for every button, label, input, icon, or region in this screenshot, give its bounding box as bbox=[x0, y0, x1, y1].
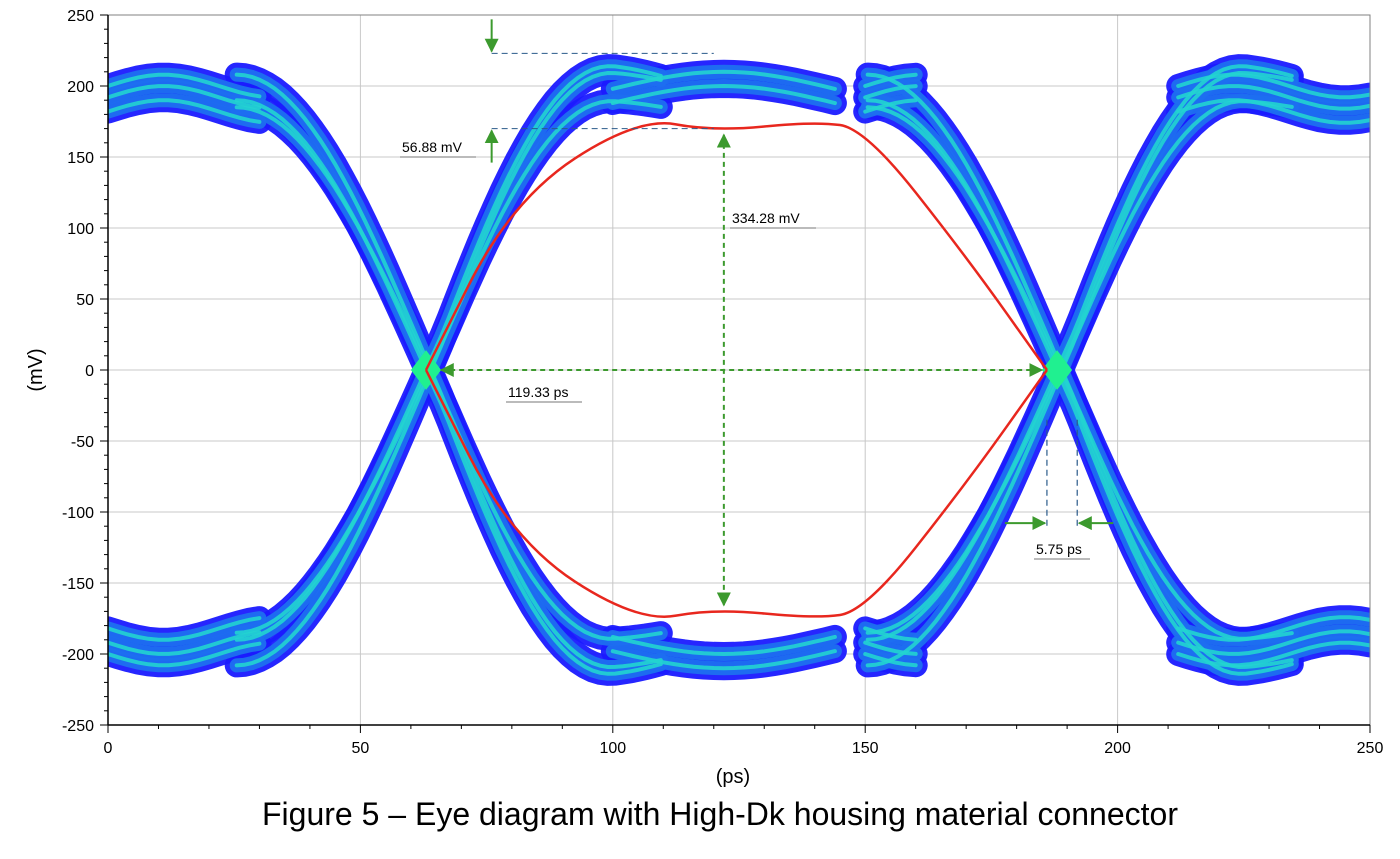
eye-mask-contour bbox=[424, 122, 1048, 618]
rail-trace bbox=[108, 616, 262, 642]
rail-trace bbox=[108, 630, 262, 656]
y-tick-label: 100 bbox=[67, 221, 94, 238]
y-axis-label: (mV) bbox=[25, 348, 47, 391]
x-tick-label: 100 bbox=[599, 740, 626, 757]
falling-transition-trace bbox=[234, 98, 663, 676]
eye-traces bbox=[108, 54, 1370, 686]
x-axis-label: (ps) bbox=[716, 766, 750, 788]
x-tick-label: 0 bbox=[104, 740, 113, 757]
rail-trace bbox=[108, 98, 262, 124]
y-tick-label: 200 bbox=[67, 79, 94, 96]
rising-transition-trace bbox=[234, 64, 663, 642]
y-tick-label: -250 bbox=[62, 718, 94, 735]
x-tick-label: 200 bbox=[1104, 740, 1131, 757]
rising-transition-trace bbox=[865, 70, 1294, 668]
rising-transition-trace bbox=[234, 99, 663, 635]
figure-caption: Figure 5 – Eye diagram with High-Dk hous… bbox=[262, 796, 1178, 832]
y-tick-label: -50 bbox=[71, 434, 94, 451]
y-tick-label: -150 bbox=[62, 576, 94, 593]
rail-trace bbox=[1176, 640, 1370, 668]
y-tick-label: 150 bbox=[67, 150, 94, 167]
rail-trace bbox=[863, 72, 918, 88]
rail-trace bbox=[108, 641, 262, 668]
eye-mask-top bbox=[424, 122, 1048, 371]
eye-width-label: 119.33 ps bbox=[508, 384, 568, 400]
y-tick-label: 250 bbox=[67, 8, 94, 25]
rail-trace bbox=[610, 649, 837, 671]
crossing-point bbox=[1041, 350, 1073, 390]
falling-transition-trace bbox=[229, 100, 668, 646]
y-tick-label: 0 bbox=[85, 363, 94, 380]
rising-transition-trace bbox=[224, 89, 673, 645]
falling-transition-trace bbox=[865, 72, 1294, 670]
rail-trace bbox=[108, 72, 262, 99]
rail-trace bbox=[610, 69, 837, 91]
measurement-annotations: 56.88 mV 334.28 mV 119.33 ps 5.75 ps bbox=[400, 19, 1114, 607]
rail-trace bbox=[863, 626, 918, 642]
falling-transition-trace bbox=[234, 105, 663, 641]
eye-height-label: 334.28 mV bbox=[732, 210, 800, 226]
falling-transition-trace bbox=[865, 98, 1294, 676]
rail-trace bbox=[1176, 84, 1370, 111]
rail-trace bbox=[610, 634, 837, 657]
overshoot-label: 56.88 mV bbox=[402, 139, 463, 155]
x-tick-label: 250 bbox=[1357, 740, 1384, 757]
rail-trace bbox=[863, 640, 918, 656]
rail-trace bbox=[863, 652, 918, 668]
jitter-label: 5.75 ps bbox=[1036, 541, 1082, 557]
y-tick-label: -200 bbox=[62, 647, 94, 664]
eye-mask-bottom bbox=[424, 369, 1048, 618]
eye-diagram-chart: 56.88 mV 334.28 mV 119.33 ps 5.75 ps 250 200… bbox=[25, 8, 1383, 788]
y-tick-label: 50 bbox=[76, 292, 94, 309]
rail-trace bbox=[610, 83, 837, 106]
rising-transition-trace bbox=[229, 94, 668, 640]
falling-transition-trace bbox=[224, 95, 673, 651]
rising-transition-trace bbox=[865, 64, 1294, 642]
x-tick-label: 150 bbox=[852, 740, 879, 757]
rail-trace bbox=[863, 98, 918, 114]
rail-trace bbox=[1176, 72, 1370, 100]
rail-trace bbox=[1176, 98, 1370, 125]
rail-trace bbox=[1176, 615, 1370, 642]
rail-trace bbox=[863, 84, 918, 100]
rail-trace bbox=[1176, 629, 1370, 656]
axes: 250 200 150 100 50 0 -50 -100 -150 -200 -250 0 50 100… bbox=[62, 8, 1383, 757]
x-tick-label: 50 bbox=[352, 740, 370, 757]
rail-trace bbox=[108, 84, 262, 110]
y-tick-label: -100 bbox=[62, 505, 94, 522]
